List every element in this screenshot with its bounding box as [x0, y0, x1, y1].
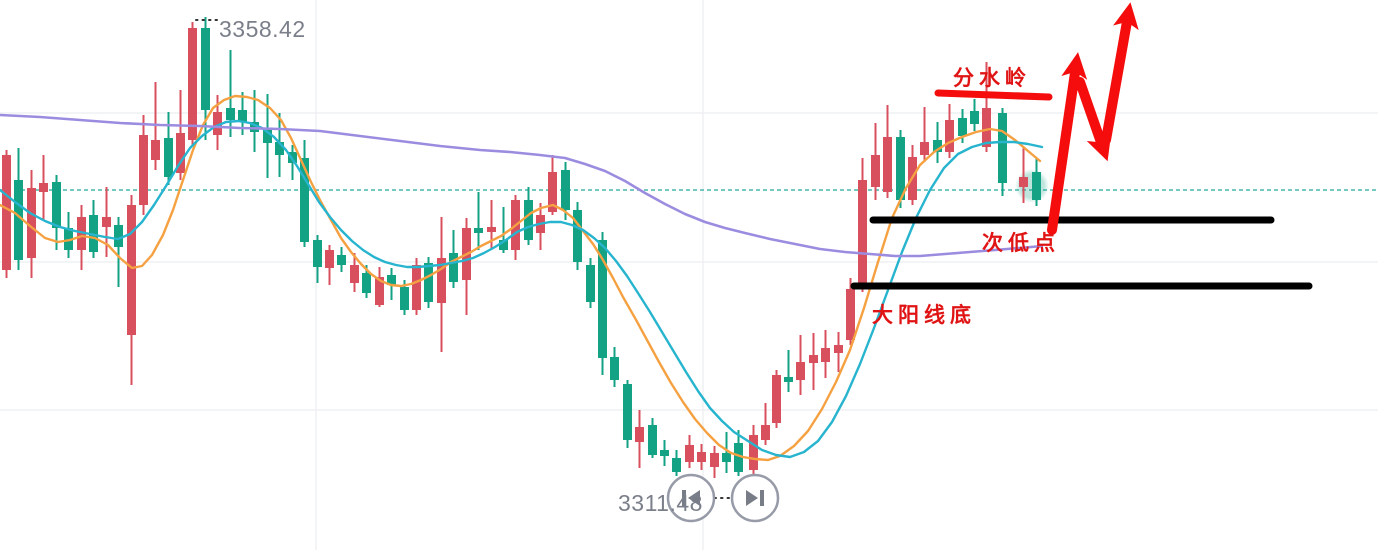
candle-body — [809, 355, 818, 363]
candle-body — [250, 122, 259, 132]
candle-body — [2, 155, 11, 270]
candle-body — [548, 172, 557, 212]
candle-body — [623, 384, 632, 440]
ma-fast-orange — [0, 94, 1042, 462]
candle-body — [176, 133, 185, 173]
candle-body — [375, 277, 384, 305]
candle-body — [761, 425, 770, 440]
annotation-cididian: 次低点 — [982, 232, 1060, 255]
candle-body — [648, 425, 657, 455]
candle-body — [499, 240, 508, 250]
trend-arrow-head — [1061, 52, 1088, 80]
candle-body — [871, 155, 880, 187]
candle-body — [213, 112, 222, 135]
candle-body — [27, 188, 36, 258]
candle-body — [772, 375, 781, 423]
candle-body — [226, 108, 235, 120]
skip-back-icon[interactable] — [682, 490, 700, 506]
candle-body — [722, 453, 731, 462]
candle-body — [982, 108, 991, 147]
candle-body — [896, 137, 905, 200]
candle-body — [151, 140, 160, 160]
candle-body — [412, 265, 421, 310]
candle-body — [958, 118, 967, 136]
skip-forward-button[interactable] — [730, 473, 780, 523]
candle-body — [834, 345, 843, 353]
candle-body — [362, 273, 371, 293]
candle-body — [325, 250, 334, 268]
candle-body — [635, 427, 644, 442]
candle-body — [710, 453, 719, 467]
trend-arrow-stroke — [1075, 77, 1108, 153]
candle-body — [846, 289, 855, 340]
candle-body — [52, 182, 61, 228]
candle-body — [387, 275, 396, 285]
candle-body — [275, 142, 284, 155]
candle-body — [784, 377, 793, 382]
skip-forward-icon[interactable] — [746, 490, 764, 506]
candle-body — [573, 210, 582, 262]
annotation-fenshuiling: 分水岭 — [953, 67, 1031, 90]
candle-body — [672, 458, 681, 472]
candle-body — [945, 120, 954, 152]
candle-body — [920, 142, 929, 155]
candle-body — [139, 135, 148, 205]
skip-back-button[interactable] — [666, 473, 716, 523]
candle-body — [238, 110, 247, 122]
candle-body — [610, 357, 619, 380]
candle-body — [449, 253, 458, 282]
candle-body — [300, 158, 309, 242]
candle-body — [424, 263, 433, 302]
candle-body — [400, 287, 409, 310]
trend-arrow-head — [1113, 2, 1139, 31]
candle-body — [685, 445, 694, 462]
candle-body — [933, 140, 942, 152]
candle-body — [313, 240, 322, 267]
candle-body — [998, 113, 1007, 183]
candle-body — [64, 228, 73, 250]
trend-arrow-stroke — [1047, 61, 1081, 235]
candle-body — [883, 137, 892, 192]
low-price-label: 3311.48 — [618, 490, 703, 516]
candle-body — [164, 138, 173, 177]
candle-body — [734, 443, 743, 472]
candle-body — [660, 450, 669, 456]
candle-body — [39, 183, 48, 192]
candle-body — [201, 28, 210, 110]
candle-body — [749, 435, 758, 470]
candle-body — [524, 200, 533, 240]
candle-body — [1032, 172, 1041, 200]
candle-body — [487, 227, 496, 232]
ma-mid-cyan — [0, 119, 1044, 459]
ma-slow-purple — [0, 113, 1044, 258]
candle-body — [474, 228, 483, 233]
red-resistance-line — [934, 89, 1053, 101]
candle-body — [188, 28, 197, 140]
candle-body — [102, 217, 111, 227]
candle-body — [586, 265, 595, 302]
candle-body — [1019, 177, 1028, 187]
candle-body — [821, 348, 830, 362]
trend-arrow-stroke — [1101, 11, 1133, 145]
candle-body — [970, 111, 979, 124]
candle-body — [561, 170, 570, 210]
candle-body — [350, 265, 359, 283]
candle-body — [598, 240, 607, 358]
candle-body — [127, 205, 136, 335]
candle-body — [697, 452, 706, 462]
candle-body — [114, 225, 123, 247]
candle-body — [263, 128, 272, 143]
annotation-dayangxiandi: 大阳线底 — [872, 304, 976, 327]
candle-body — [796, 362, 805, 380]
candle-body — [337, 255, 346, 265]
candle-body — [437, 258, 446, 303]
candle-body — [14, 180, 23, 260]
high-price-label: 3358.42 — [219, 16, 306, 42]
candle-body — [858, 180, 867, 287]
